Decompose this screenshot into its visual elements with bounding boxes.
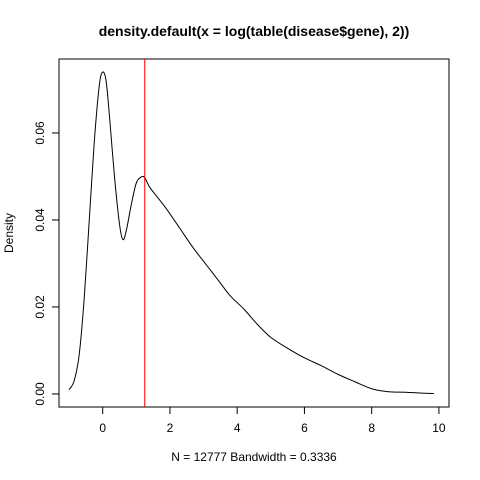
x-tick-label: 6 xyxy=(301,421,308,435)
x-tick-label: 8 xyxy=(368,421,375,435)
plot-frame xyxy=(58,58,450,408)
x-tick-label: 4 xyxy=(234,421,241,435)
x-tick-label: 0 xyxy=(99,421,106,435)
y-axis-ticks: 0.00 0.02 0.04 0.06 xyxy=(33,121,59,406)
y-axis-label: Density xyxy=(2,213,16,253)
x-tick-label: 2 xyxy=(167,421,174,435)
x-axis-label: N = 12777 Bandwidth = 0.3336 xyxy=(171,450,337,464)
y-tick-label: 0.00 xyxy=(33,382,47,406)
x-tick-label: 10 xyxy=(432,421,446,435)
chart-title: density.default(x = log(table(disease$ge… xyxy=(99,23,410,39)
y-tick-label: 0.06 xyxy=(33,121,47,145)
y-tick-label: 0.04 xyxy=(33,208,47,232)
density-curve xyxy=(68,71,434,395)
y-tick-label: 0.02 xyxy=(33,295,47,319)
x-axis-ticks: 0 2 4 6 8 10 xyxy=(99,407,446,435)
